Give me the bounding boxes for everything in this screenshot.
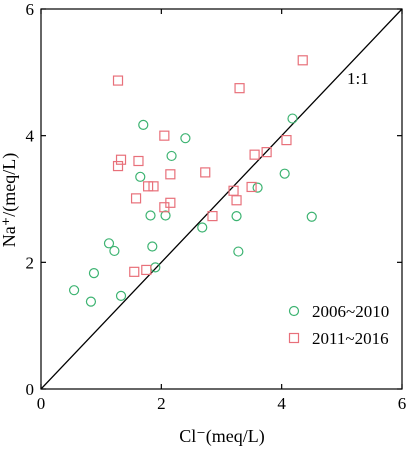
point-series2-6 [141,264,152,276]
point-series2-15 [228,185,239,196]
point-series2-9 [159,130,170,141]
point-series2-14 [207,211,218,222]
x-tick-label-0: 0 [37,394,46,413]
point-series2-2 [115,154,127,165]
point-series1-2 [88,268,100,279]
point-series2-11 [165,197,176,208]
legend-label-series-2: 2011~2016 [312,329,389,348]
point-series2-4 [130,193,142,204]
point-series1-6 [135,171,146,182]
x-axis-title: Cl⁻(meq/L) [179,426,264,447]
point-series1-16 [233,246,244,257]
x-tick-labels: 0 2 4 6 [37,394,407,413]
legend-marker-square [288,332,300,344]
point-series1-14 [197,222,208,233]
point-series1-19 [287,113,298,124]
point-series2-5 [133,155,144,167]
point-series2-7 [142,181,154,192]
reference-line-1-1 [40,8,403,390]
data-points [68,55,317,307]
point-series1-9 [147,241,158,252]
reference-line-label: 1:1 [347,69,369,88]
x-tick-label-3: 6 [398,394,407,413]
point-series1-15 [231,211,242,222]
point-series1-12 [166,150,177,162]
y-tick-label-2: 4 [26,127,35,146]
legend: 2006~2010 2011~2016 [288,302,389,348]
legend-marker-circle [288,305,300,317]
y-tick-labels: 0 2 4 6 [26,0,35,399]
point-series1-0 [68,285,80,296]
plot-frame [40,8,403,390]
x-tick-label-1: 2 [157,394,166,413]
point-series2-16 [231,195,242,206]
point-series1-18 [279,168,290,179]
point-series2-0 [112,75,124,86]
point-series1-5 [115,290,127,301]
point-series1-1 [85,296,97,307]
y-axis-title: Na⁺/(meq/L) [0,153,20,247]
point-series1-4 [109,245,120,257]
legend-label-series-1: 2006~2010 [312,302,389,321]
point-series2-13 [200,167,211,178]
y-tick-label-0: 0 [26,380,35,399]
point-series2-21 [281,135,292,146]
point-series2-22 [297,55,308,66]
point-series2-3 [129,266,140,277]
point-series1-3 [103,238,115,249]
point-series1-8 [145,210,156,221]
y-tick-label-1: 2 [26,253,35,272]
point-series2-20 [261,147,272,158]
point-series2-1 [112,160,124,172]
point-series2-8 [148,181,159,192]
point-series1-17 [252,182,263,193]
point-series2-12 [165,169,176,180]
point-series1-7 [138,119,149,131]
point-series2-17 [234,83,245,94]
point-series2-19 [249,149,260,160]
point-series1-11 [160,210,171,221]
point-series1-13 [180,133,191,144]
point-series2-18 [246,181,257,193]
point-series1-10 [150,262,161,273]
y-tick-label-3: 6 [26,0,35,19]
x-tick-label-2: 4 [277,394,286,413]
point-series1-20 [306,211,317,222]
